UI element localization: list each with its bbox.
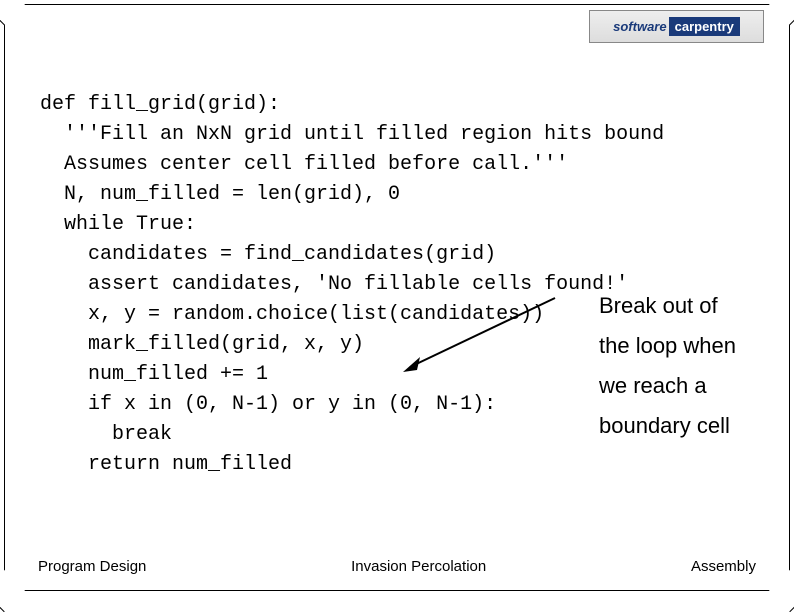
annotation-text: Break out of the loop when we reach a bo… — [599, 286, 759, 446]
corner-cut — [0, 570, 25, 612]
code-line: def fill_grid(grid): — [40, 93, 280, 116]
footer-center: Invasion Percolation — [351, 558, 486, 575]
code-line: break — [40, 423, 172, 446]
logo-text-carpentry: carpentry — [669, 17, 740, 36]
code-line: mark_filled(grid, x, y) — [40, 333, 364, 356]
code-line: N, num_filled = len(grid), 0 — [40, 183, 400, 206]
code-line: assert candidates, 'No fillable cells fo… — [40, 273, 628, 296]
software-carpentry-logo: software carpentry — [589, 10, 764, 43]
corner-cut — [0, 0, 25, 25]
slide-footer: Program Design Invasion Percolation Asse… — [0, 558, 794, 575]
footer-right: Assembly — [691, 558, 756, 575]
logo-text-software: software — [613, 19, 666, 34]
code-line: while True: — [40, 213, 196, 236]
annotation-line: Break out of — [599, 286, 759, 326]
annotation-line: boundary cell — [599, 406, 759, 446]
corner-cut — [769, 0, 794, 25]
code-line: return num_filled — [40, 453, 292, 476]
footer-left: Program Design — [38, 558, 146, 575]
code-line: x, y = random.choice(list(candidates)) — [40, 303, 544, 326]
code-line: candidates = find_candidates(grid) — [40, 243, 496, 266]
annotation-line: we reach a — [599, 366, 759, 406]
annotation-line: the loop when — [599, 326, 759, 366]
corner-cut — [769, 570, 794, 612]
code-line: Assumes center cell filled before call.'… — [40, 153, 568, 176]
code-block: def fill_grid(grid): '''Fill an NxN grid… — [40, 60, 664, 480]
code-line: '''Fill an NxN grid until filled region … — [40, 123, 664, 146]
code-line: num_filled += 1 — [40, 363, 268, 386]
code-line: if x in (0, N-1) or y in (0, N-1): — [40, 393, 496, 416]
